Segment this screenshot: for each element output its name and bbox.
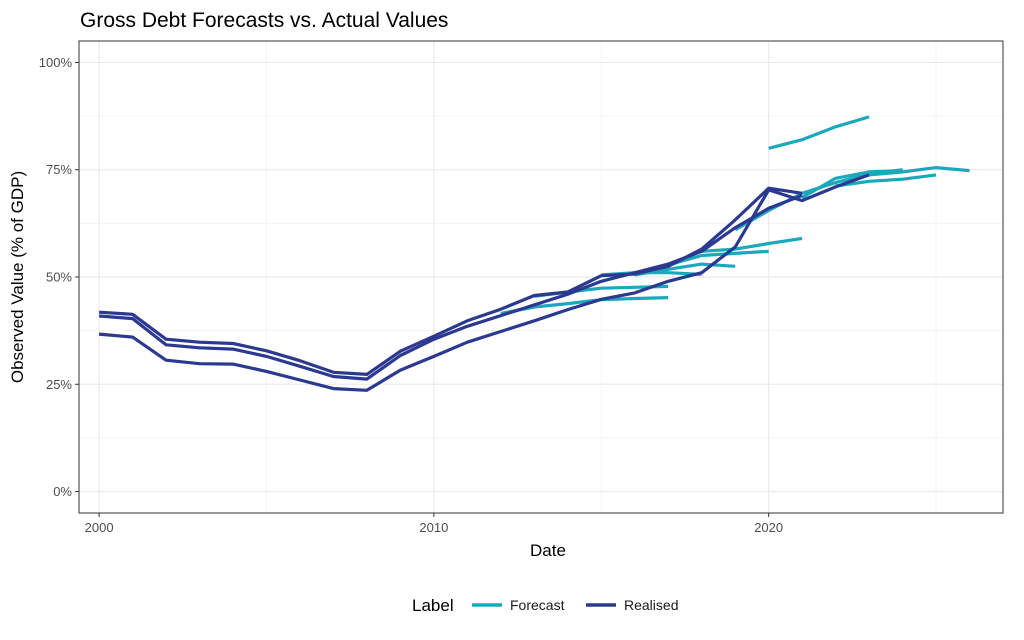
series-line-forecast xyxy=(868,166,970,177)
series-line-realised xyxy=(98,186,803,376)
series-line-forecast xyxy=(835,173,937,188)
legend-label-forecast: Forecast xyxy=(510,597,565,613)
series-line-forecast xyxy=(667,249,769,267)
series-line-realised xyxy=(98,173,870,392)
y-tick-label: 0% xyxy=(53,484,72,499)
y-tick-label: 75% xyxy=(46,162,72,177)
series-line-forecast xyxy=(768,115,870,150)
series-line-forecast xyxy=(701,236,803,253)
y-tick-label: 100% xyxy=(39,55,73,70)
x-tick-label: 2000 xyxy=(85,520,114,535)
x-axis-title: Date xyxy=(530,541,566,560)
legend-title: Label xyxy=(412,596,454,615)
y-axis-title: Observed Value (% of GDP) xyxy=(8,171,27,383)
legend: Label Forecast Realised xyxy=(412,596,678,615)
series-line-forecast xyxy=(801,169,903,199)
x-tick-label: 2020 xyxy=(754,520,783,535)
chart-title: Gross Debt Forecasts vs. Actual Values xyxy=(80,9,448,32)
series-line-forecast xyxy=(634,262,736,277)
legend-label-realised: Realised xyxy=(624,597,678,613)
y-tick-label: 50% xyxy=(46,270,72,285)
x-tick-label: 2010 xyxy=(419,520,448,535)
y-tick-label: 25% xyxy=(46,377,72,392)
